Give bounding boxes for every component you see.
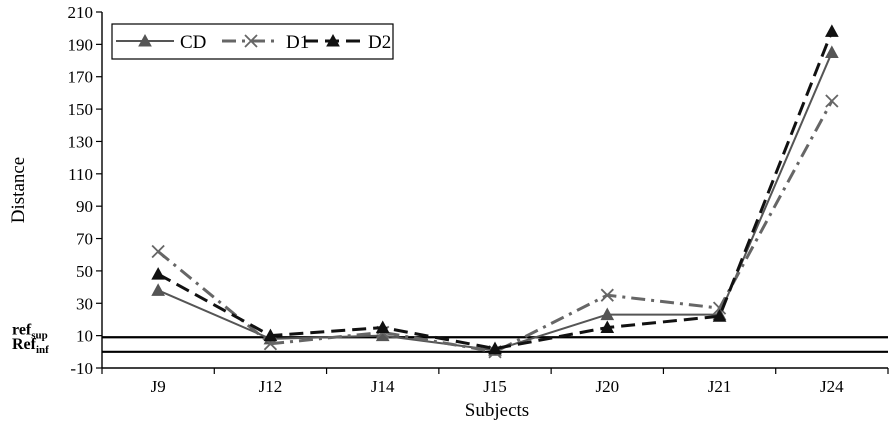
data-point — [263, 328, 278, 342]
y-tick-label: 210 — [68, 3, 94, 22]
data-point — [151, 283, 165, 296]
data-point — [151, 267, 165, 280]
y-tick-label: 130 — [68, 132, 94, 151]
series-line — [157, 30, 834, 351]
legend: CD D1 D2 — [111, 23, 394, 60]
x-tick-label: J12 — [259, 377, 283, 396]
legend-marker — [244, 34, 258, 48]
data-point — [712, 309, 727, 322]
x-tick-label: J24 — [820, 377, 844, 396]
data-point — [825, 94, 839, 108]
series-line — [157, 52, 833, 352]
data-point — [600, 307, 615, 321]
legend-label: D2 — [368, 32, 391, 53]
data-point — [600, 320, 615, 334]
series-line — [157, 100, 834, 354]
y-axis: -10 10 30 50 70 90 110 130 150 170 190 210 — [68, 3, 103, 378]
y-tick-label: 70 — [76, 230, 93, 249]
x-tick-label: J21 — [708, 377, 732, 396]
x-tick-label: J9 — [151, 377, 166, 396]
data-point — [488, 341, 502, 355]
series-d1 — [151, 94, 839, 359]
reference-line-label: Refinf — [12, 336, 49, 356]
data-point — [600, 288, 614, 302]
legend-items: CD D1 D2 — [116, 32, 391, 53]
y-tick-label: 90 — [76, 197, 93, 216]
y-axis-title: Distance — [8, 157, 29, 223]
y-tick-label: 30 — [76, 294, 93, 313]
series-layer — [151, 24, 839, 359]
y-tick-label: -10 — [70, 359, 93, 378]
reference-line-label: refsup — [12, 321, 48, 341]
y-tick-label: 150 — [68, 100, 94, 119]
legend-label: CD — [180, 32, 206, 53]
y-tick-label: 170 — [68, 68, 94, 87]
data-point — [375, 320, 390, 334]
legend-marker — [138, 33, 152, 47]
data-point — [825, 24, 839, 37]
series-d2 — [151, 24, 839, 355]
y-tick-label: 190 — [68, 35, 94, 54]
series-cd — [151, 45, 839, 356]
data-point — [151, 244, 165, 259]
x-axis-title: Subjects — [465, 400, 529, 421]
x-tick-label: J15 — [483, 377, 507, 396]
x-axis: J9 J12 J14 J15 J20 J21 J24 — [101, 367, 889, 396]
y-tick-label: 10 — [76, 327, 93, 346]
legend-label: D1 — [286, 32, 309, 53]
x-tick-label: J20 — [595, 377, 619, 396]
y-tick-label: 110 — [68, 165, 93, 184]
y-tick-label: 50 — [76, 262, 93, 281]
legend-marker — [326, 33, 340, 47]
data-point — [825, 45, 839, 58]
x-tick-label: J14 — [371, 377, 395, 396]
